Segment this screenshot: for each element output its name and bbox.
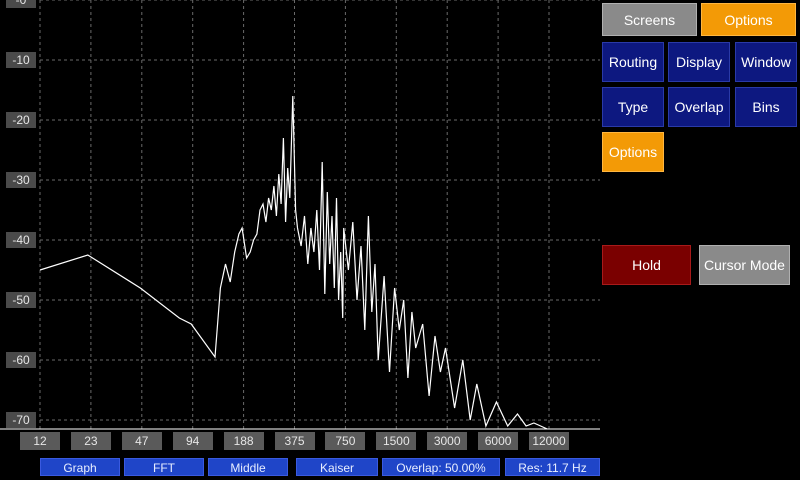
- y-tick-label: -50: [6, 292, 36, 308]
- status-mode-fft[interactable]: FFT: [124, 458, 204, 476]
- status-position-middle[interactable]: Middle: [208, 458, 288, 476]
- display-button[interactable]: Display: [668, 42, 730, 82]
- x-tick-label: 375: [274, 432, 315, 450]
- hold-button[interactable]: Hold: [602, 245, 691, 285]
- overlap-button[interactable]: Overlap: [668, 87, 730, 127]
- x-tick-label: 750: [325, 432, 366, 450]
- options-sub-button[interactable]: Options: [602, 132, 664, 172]
- y-tick-label: -10: [6, 52, 36, 68]
- cursor-mode-button[interactable]: Cursor Mode: [699, 245, 790, 285]
- type-button[interactable]: Type: [602, 87, 664, 127]
- spectrum-trace: [39, 95, 548, 430]
- y-tick-label: -20: [6, 112, 36, 128]
- x-tick-label: 12000: [529, 432, 569, 450]
- plot-grid: [0, 0, 600, 430]
- x-tick-label: 188: [223, 432, 264, 450]
- status-view-graph[interactable]: Graph: [40, 458, 120, 476]
- x-tick-label: 94: [172, 432, 213, 450]
- x-tick-label: 6000: [478, 432, 519, 450]
- options-tab-button[interactable]: Options: [701, 3, 796, 36]
- status-window-kaiser[interactable]: Kaiser: [296, 458, 378, 476]
- y-tick-label: -0: [6, 0, 36, 8]
- x-tick-label: 12: [20, 432, 60, 450]
- status-resolution[interactable]: Res: 11.7 Hz: [505, 458, 600, 476]
- x-tick-label: 23: [70, 432, 111, 450]
- spectrum-plot: [0, 0, 600, 430]
- routing-button[interactable]: Routing: [602, 42, 664, 82]
- status-overlap[interactable]: Overlap: 50.00%: [382, 458, 500, 476]
- x-tick-label: 47: [121, 432, 162, 450]
- screens-button[interactable]: Screens: [602, 3, 697, 36]
- y-tick-label: -30: [6, 172, 36, 188]
- window-button[interactable]: Window: [735, 42, 797, 82]
- y-tick-label: -60: [6, 352, 36, 368]
- x-tick-label: 1500: [376, 432, 417, 450]
- y-tick-label: -40: [6, 232, 36, 248]
- x-tick-label: 3000: [427, 432, 468, 450]
- y-tick-label: -70: [6, 412, 36, 428]
- bins-button[interactable]: Bins: [735, 87, 797, 127]
